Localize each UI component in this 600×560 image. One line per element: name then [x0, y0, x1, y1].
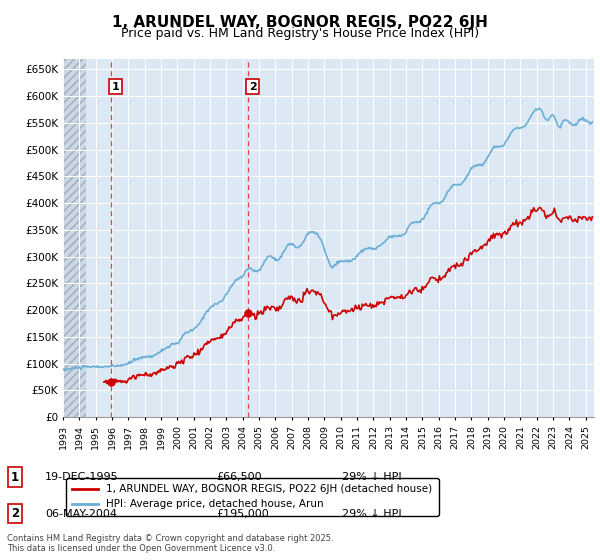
Text: 2: 2 — [248, 82, 256, 92]
Text: 1: 1 — [112, 82, 119, 92]
Text: 1, ARUNDEL WAY, BOGNOR REGIS, PO22 6JH: 1, ARUNDEL WAY, BOGNOR REGIS, PO22 6JH — [112, 15, 488, 30]
Text: 2: 2 — [11, 507, 19, 520]
Text: 29% ↓ HPI: 29% ↓ HPI — [342, 472, 401, 482]
Text: £66,500: £66,500 — [216, 472, 262, 482]
Text: Contains HM Land Registry data © Crown copyright and database right 2025.
This d: Contains HM Land Registry data © Crown c… — [7, 534, 334, 553]
Text: 06-MAY-2004: 06-MAY-2004 — [45, 508, 117, 519]
Text: 19-DEC-1995: 19-DEC-1995 — [45, 472, 119, 482]
Text: £195,000: £195,000 — [216, 508, 269, 519]
Text: Price paid vs. HM Land Registry's House Price Index (HPI): Price paid vs. HM Land Registry's House … — [121, 27, 479, 40]
Bar — [63, 59, 86, 417]
Legend: 1, ARUNDEL WAY, BOGNOR REGIS, PO22 6JH (detached house), HPI: Average price, det: 1, ARUNDEL WAY, BOGNOR REGIS, PO22 6JH (… — [65, 478, 439, 516]
Text: 29% ↓ HPI: 29% ↓ HPI — [342, 508, 401, 519]
Text: 1: 1 — [11, 470, 19, 484]
